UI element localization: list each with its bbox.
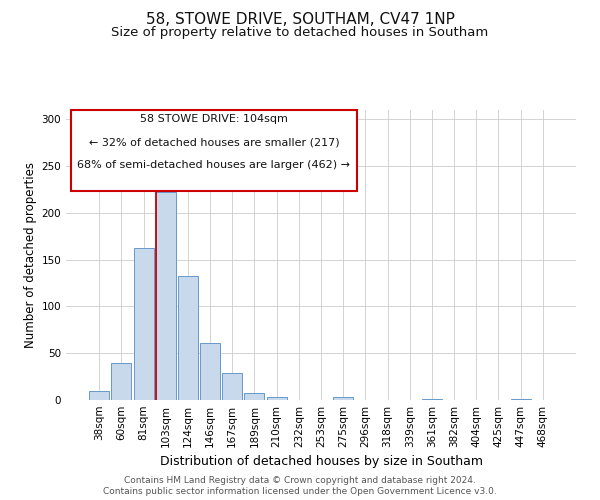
Bar: [244, 392, 265, 400]
Text: 58 STOWE DRIVE: 104sqm: 58 STOWE DRIVE: 104sqm: [140, 114, 288, 124]
Bar: [333, 397, 353, 400]
Bar: [511, 399, 530, 400]
Bar: [422, 399, 442, 400]
Y-axis label: Number of detached properties: Number of detached properties: [24, 162, 37, 348]
Bar: [112, 362, 131, 400]
Text: Contains public sector information licensed under the Open Government Licence v3: Contains public sector information licen…: [103, 487, 497, 496]
Text: ← 32% of detached houses are smaller (217): ← 32% of detached houses are smaller (21…: [89, 137, 339, 147]
Bar: [200, 343, 220, 400]
Text: Contains HM Land Registry data © Crown copyright and database right 2024.: Contains HM Land Registry data © Crown c…: [124, 476, 476, 485]
Bar: [134, 248, 154, 400]
Bar: [266, 397, 287, 400]
Bar: [222, 373, 242, 400]
Text: Size of property relative to detached houses in Southam: Size of property relative to detached ho…: [112, 26, 488, 39]
Bar: [156, 192, 176, 400]
Text: 58, STOWE DRIVE, SOUTHAM, CV47 1NP: 58, STOWE DRIVE, SOUTHAM, CV47 1NP: [146, 12, 454, 28]
Bar: [89, 390, 109, 400]
X-axis label: Distribution of detached houses by size in Southam: Distribution of detached houses by size …: [160, 456, 482, 468]
Bar: [178, 276, 198, 400]
Text: 68% of semi-detached houses are larger (462) →: 68% of semi-detached houses are larger (…: [77, 160, 350, 170]
